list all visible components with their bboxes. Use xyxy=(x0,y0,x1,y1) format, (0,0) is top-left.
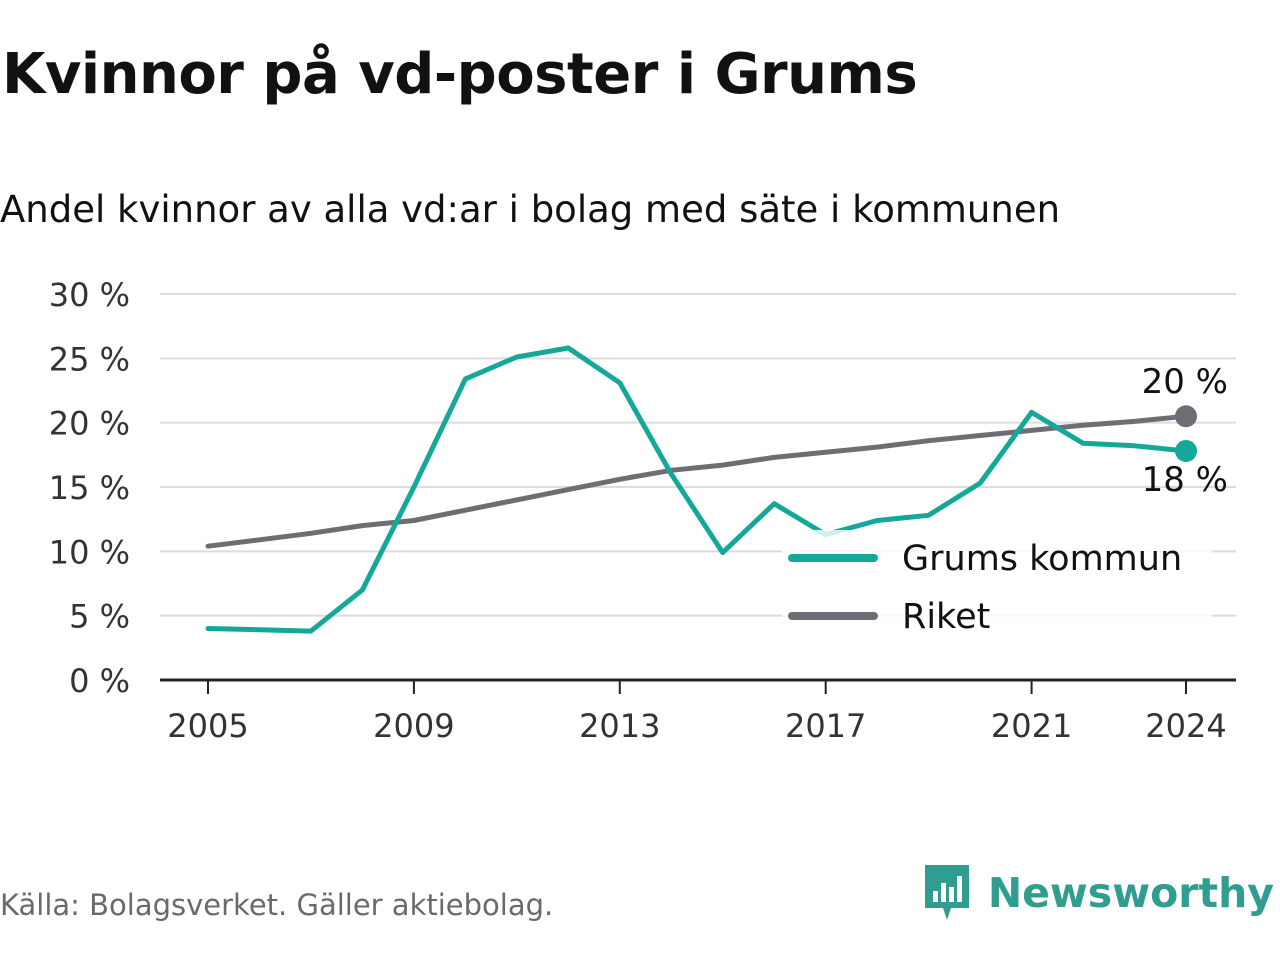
end-label-riket: 20 % xyxy=(1142,362,1228,402)
y-tick-label: 5 % xyxy=(69,598,130,636)
end-label-grums: 18 % xyxy=(1142,460,1228,500)
x-tick-label: 2021 xyxy=(991,707,1072,745)
gridlines xyxy=(160,293,1236,617)
legend-box xyxy=(782,530,1212,645)
y-tick-label: 30 % xyxy=(49,276,130,314)
legend: Grums kommun Riket xyxy=(782,530,1212,645)
source-note: Källa: Bolagsverket. Gäller aktiebolag. xyxy=(0,888,554,922)
x-axis: 2005 2009 2013 2017 2021 2024 xyxy=(160,678,1236,745)
y-axis-ticks: 0 % 5 % 10 % 15 % 20 % 25 % 30 % xyxy=(49,276,130,700)
y-tick-label: 10 % xyxy=(49,533,130,571)
x-tick-label: 2017 xyxy=(785,707,866,745)
y-tick-label: 20 % xyxy=(49,405,130,443)
x-tick-label: 2013 xyxy=(579,707,660,745)
series-line-riket xyxy=(205,413,1189,549)
page-title: Kvinnor på vd-poster i Grums xyxy=(2,42,918,107)
end-labels: 20 % 18 % xyxy=(1142,362,1228,500)
x-tick-label: 2005 xyxy=(167,707,248,745)
series-lines xyxy=(205,345,1197,634)
y-tick-label: 25 % xyxy=(49,340,130,378)
chart-subtitle: Andel kvinnor av alla vd:ar i bolag med … xyxy=(0,188,1061,231)
x-tick-label: 2024 xyxy=(1145,707,1226,745)
legend-label-grums: Grums kommun xyxy=(902,539,1182,579)
brand: Newsworthy xyxy=(922,862,1274,924)
y-tick-label: 15 % xyxy=(49,469,130,507)
x-tick-label: 2009 xyxy=(373,707,454,745)
newsworthy-logo-icon xyxy=(924,865,969,920)
series-line-grums xyxy=(205,345,1189,634)
brand-name: Newsworthy xyxy=(987,869,1274,917)
end-point-riket xyxy=(1175,405,1197,428)
legend-label-riket: Riket xyxy=(902,597,990,637)
y-tick-label: 0 % xyxy=(69,662,130,700)
end-point-grums xyxy=(1175,439,1197,462)
